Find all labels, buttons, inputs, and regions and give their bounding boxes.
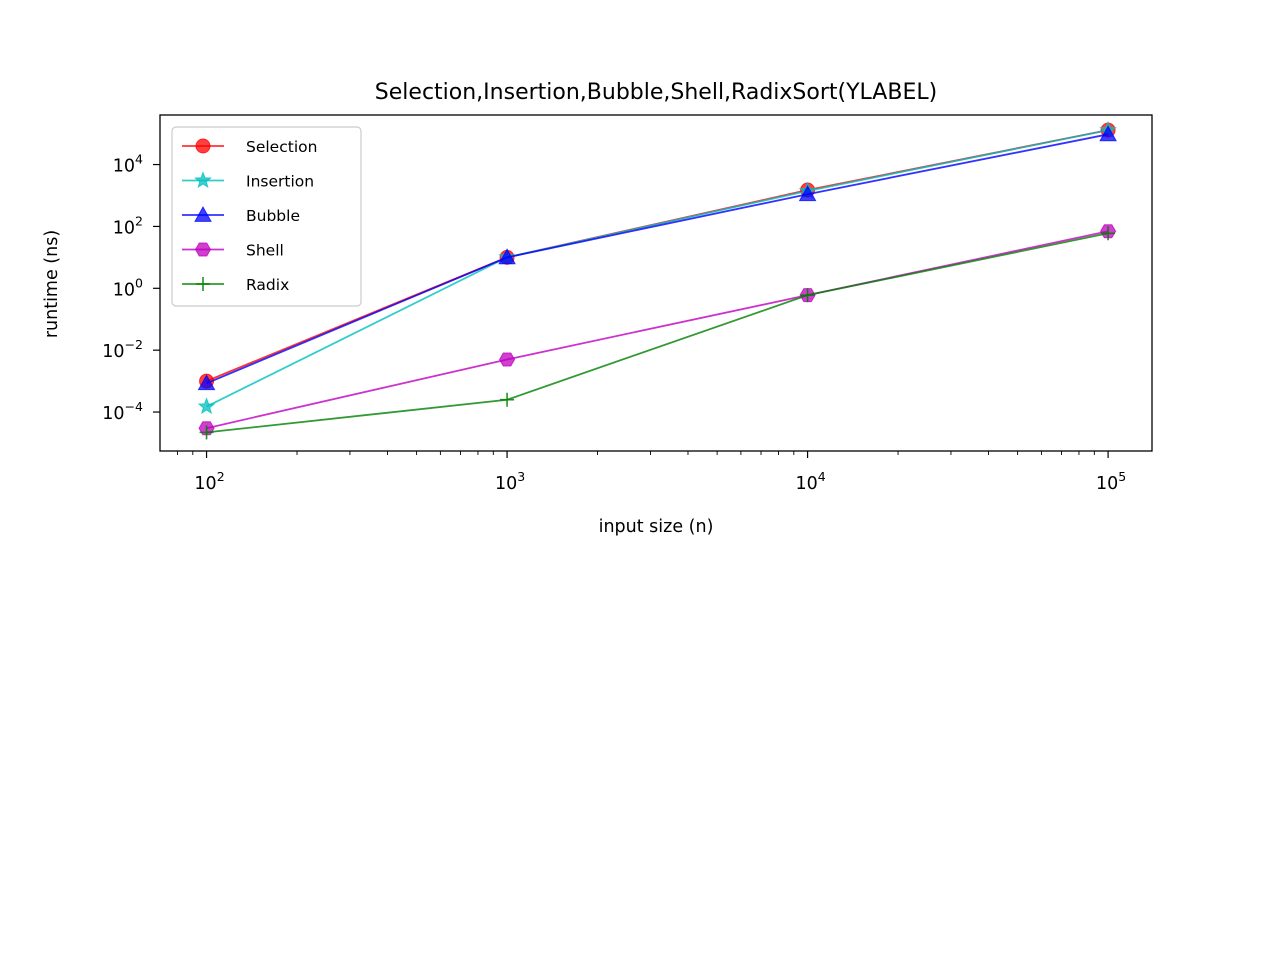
x-tick-label: 104 (795, 469, 825, 494)
legend-marker-shell (194, 242, 212, 257)
x-axis-label: input size (n) (599, 517, 714, 537)
data-point-insertion-0 (197, 397, 216, 415)
legend-label-insertion: Insertion (246, 173, 314, 191)
y-tick-label: 102 (113, 213, 143, 238)
data-point-radix-0 (199, 425, 214, 440)
axis-ticks: 102 103 104 105 10−4 10−2 100 102 104 (102, 152, 1126, 494)
x-tick-label: 103 (495, 469, 525, 494)
y-tick-label: 10−4 (102, 399, 143, 424)
data-point-shell-1 (498, 352, 516, 367)
legend-entry-shell: Shell (182, 242, 284, 260)
series-line-insertion (206, 129, 1109, 408)
data-point-bubble-3 (1099, 125, 1117, 142)
chart-title: Selection,Insertion,Bubble,Shell,RadixSo… (375, 80, 937, 105)
plot-frame (159, 114, 1153, 452)
data-point-bubble-2 (798, 185, 817, 202)
legend-label-shell: Shell (246, 242, 284, 260)
series-line-radix (206, 232, 1109, 434)
y-tick-label: 10−2 (102, 337, 143, 362)
legend-entry-insertion: Insertion (182, 171, 314, 191)
legend-entry-selection: Selection (182, 138, 317, 156)
legend-label-selection: Selection (246, 138, 317, 156)
legend-label-bubble: Bubble (246, 207, 300, 225)
y-axis-label: runtime (ns) (42, 230, 62, 338)
y-tick-label: 100 (113, 275, 143, 300)
series-bubble (197, 125, 1117, 391)
data-point-radix-3 (1101, 226, 1116, 241)
series-radix (199, 226, 1116, 440)
y-tick-label: 104 (113, 152, 143, 177)
legend: Selection Insertion Bubble Shell Radix (171, 126, 362, 307)
data-point-radix-2 (800, 288, 815, 303)
legend-entry-radix: Radix (182, 276, 289, 294)
legend-marker-selection (195, 138, 211, 154)
legend-label-radix: Radix (246, 276, 289, 294)
plot-area (197, 120, 1118, 440)
data-point-bubble-1 (498, 248, 516, 265)
x-tick-label: 105 (1096, 469, 1126, 494)
series-line-bubble (206, 133, 1109, 385)
data-point-bubble-0 (197, 374, 216, 391)
legend-entry-bubble: Bubble (182, 205, 300, 225)
legend-marker-radix (196, 277, 210, 291)
x-tick-label: 102 (194, 469, 224, 494)
data-point-radix-1 (500, 392, 515, 407)
legend-marker-insertion (194, 171, 212, 189)
legend-box (171, 126, 362, 307)
legend-marker-bubble (194, 205, 212, 222)
series-line-shell (206, 230, 1109, 430)
